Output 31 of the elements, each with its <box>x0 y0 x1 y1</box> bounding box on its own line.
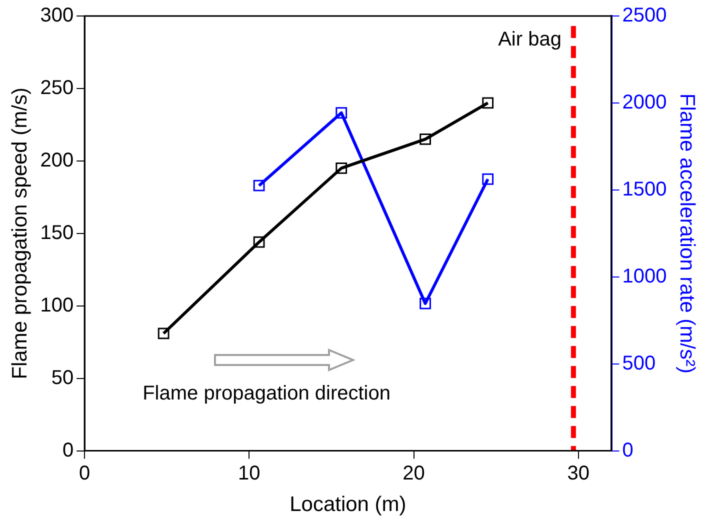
y-axis-title: Flame propagation speed (m/s) <box>8 87 32 380</box>
y2-tick-label: 1500 <box>622 178 667 200</box>
y-tick-label: 250 <box>40 76 74 99</box>
x-tick-label: 10 <box>238 462 260 484</box>
y2-tick-label: 1000 <box>622 265 667 288</box>
point <box>482 97 494 109</box>
y-tick-label: 0 <box>62 439 74 462</box>
point <box>158 328 170 340</box>
y-tick-label: 200 <box>40 149 74 172</box>
y2-tick-label: 500 <box>622 352 656 374</box>
point <box>482 173 494 185</box>
y-tick-label: 50 <box>51 366 74 389</box>
point <box>420 133 432 145</box>
y-tick-label: 100 <box>40 294 74 316</box>
point <box>336 162 348 174</box>
annotation: Flame propagation direction <box>142 382 390 404</box>
y2-axis-title: Flame acceleration rate (m/s²) <box>676 93 699 374</box>
y2-tick-label: 2000 <box>622 91 667 114</box>
y-tick-label: 150 <box>40 222 74 244</box>
y2-tick-label: 2500 <box>622 4 667 27</box>
y2-tick-label: 0 <box>622 439 634 462</box>
y-tick-label: 300 <box>40 4 74 27</box>
x-tick-label: 0 <box>79 462 90 484</box>
point <box>253 236 265 248</box>
x-tick-label: 30 <box>567 462 590 484</box>
point <box>336 107 348 119</box>
x-axis-title: Location (m) <box>290 493 406 516</box>
x-tick-label: 20 <box>402 462 425 484</box>
point <box>253 180 265 192</box>
point <box>420 298 432 310</box>
ref-line-label: Air bag <box>498 28 562 51</box>
